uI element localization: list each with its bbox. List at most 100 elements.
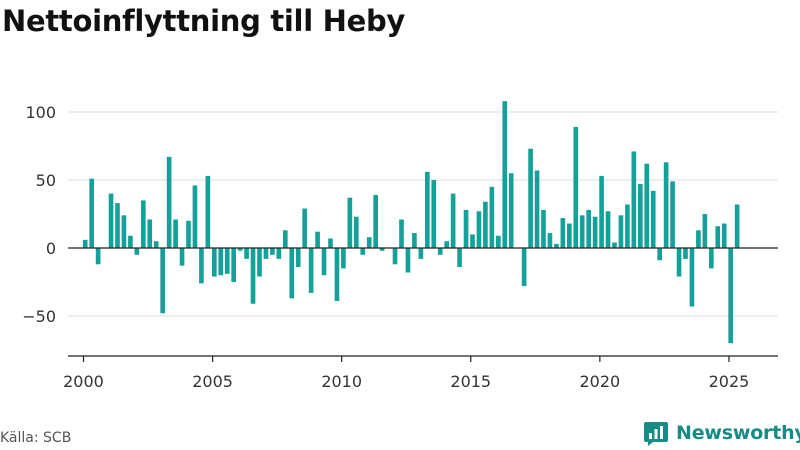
y-tick-label: 100 [25, 103, 56, 122]
bar [721, 223, 727, 248]
bar [470, 234, 475, 248]
bar [302, 208, 307, 248]
bar [250, 248, 256, 304]
bar [366, 237, 372, 248]
bar [566, 223, 572, 248]
bar [218, 248, 224, 276]
bar [521, 248, 527, 287]
bar [360, 248, 366, 255]
bar [476, 211, 482, 248]
bar [696, 230, 701, 248]
bar [289, 248, 295, 299]
y-tick-label: −50 [22, 307, 56, 326]
bar [573, 126, 579, 248]
bar [495, 235, 501, 248]
bar [547, 233, 553, 248]
bar [147, 219, 153, 248]
bar [405, 248, 411, 273]
bar [211, 248, 217, 277]
x-tick-label: 2000 [63, 372, 104, 391]
bar [244, 248, 249, 259]
bar [328, 238, 333, 248]
bar [463, 209, 469, 248]
bar [637, 184, 643, 248]
bar [399, 219, 404, 248]
bar [166, 156, 172, 248]
bar [644, 163, 650, 248]
bar [612, 242, 617, 248]
newsworthy-logo: Newsworthy [643, 420, 800, 446]
bar [321, 248, 327, 276]
bar [663, 162, 669, 248]
bar [734, 204, 740, 248]
bar [534, 170, 540, 248]
bar [657, 248, 662, 261]
bar [528, 148, 533, 248]
bar [115, 203, 120, 248]
bar [128, 235, 133, 248]
bar [715, 226, 721, 248]
bar [650, 190, 656, 248]
bar [237, 248, 243, 251]
bar [224, 248, 230, 274]
x-tick-labels: 2000 2005 2010 2015 2020 2025 [63, 372, 749, 391]
bar [347, 197, 353, 248]
bar [134, 248, 140, 255]
y-tick-label: 50 [36, 171, 56, 190]
bar [412, 233, 417, 248]
bar [353, 216, 359, 248]
bar [599, 175, 604, 248]
x-axis [68, 247, 778, 362]
bar [431, 180, 437, 248]
bar [554, 243, 559, 248]
bar [231, 248, 236, 282]
bar [205, 175, 211, 248]
bar [153, 241, 159, 248]
bar [483, 201, 488, 248]
bar [392, 248, 398, 265]
bar [199, 248, 204, 284]
bar [631, 151, 637, 248]
bar [508, 173, 514, 248]
bar [676, 248, 682, 277]
bar [418, 248, 424, 259]
bar-chart: 100 50 0 −50 2000 2005 2010 2015 2020 2025 [22, 101, 778, 391]
bar [379, 248, 385, 251]
bar [424, 171, 430, 248]
bar [276, 248, 282, 259]
bar [560, 218, 566, 248]
bar [444, 241, 449, 248]
bar [457, 248, 462, 268]
bar [160, 248, 165, 314]
bar [605, 211, 611, 248]
x-tick-label: 2015 [450, 372, 491, 391]
bar [702, 214, 708, 248]
bar [341, 248, 346, 269]
bar [140, 200, 146, 248]
gridlines [68, 111, 778, 317]
bar [173, 219, 178, 248]
bar [108, 193, 114, 248]
bar [689, 248, 695, 307]
bar [334, 248, 340, 302]
bar [295, 248, 301, 268]
bar [89, 178, 94, 248]
y-tick-label: 0 [46, 239, 56, 258]
x-tick-label: 2020 [579, 372, 620, 391]
bar [373, 194, 378, 248]
bar [186, 220, 191, 248]
bars [82, 101, 740, 344]
bar [489, 186, 495, 248]
bar [308, 248, 314, 293]
bar [282, 230, 288, 248]
bar [541, 209, 546, 248]
bar [315, 231, 320, 248]
bar [670, 181, 675, 248]
bar [592, 216, 598, 248]
bar [82, 239, 88, 248]
bar [270, 248, 275, 255]
newsworthy-logo-icon [644, 422, 668, 446]
bar [95, 248, 101, 265]
bar [618, 215, 624, 248]
bar [502, 101, 508, 249]
